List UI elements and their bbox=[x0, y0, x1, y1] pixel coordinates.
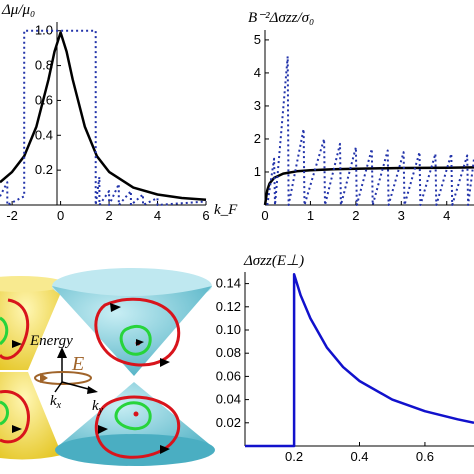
x-tick-label: 2 bbox=[352, 208, 359, 223]
x-tick-label: 2 bbox=[105, 208, 112, 223]
y-tick-label: 1 bbox=[254, 164, 261, 179]
y-tick-label: 2 bbox=[254, 131, 261, 146]
y-tick-label: 0.8 bbox=[35, 58, 53, 73]
y-tick-label: 0.2 bbox=[35, 162, 53, 177]
panel-d-x-ticks: 0.2 0.4 0.6 bbox=[285, 442, 434, 464]
left-upper-rim bbox=[0, 276, 66, 292]
x-tick-label: 1 bbox=[307, 208, 314, 223]
panel-d: 0.2 0.4 0.6 0.02 0.04 0.06 0.08 0.10 0.12 0.14 Δ… bbox=[216, 253, 474, 464]
lower-red-orbit bbox=[94, 395, 181, 459]
panel-b: 0 1 2 3 4 1 2 3 4 5 B⁻²Δσzz/σ₀ bbox=[248, 10, 474, 223]
x-tick-label: 0.4 bbox=[350, 449, 368, 464]
y-tick-label: 3 bbox=[254, 98, 261, 113]
panel-d-y-ticks: 0.02 0.04 0.06 0.08 0.10 0.12 0.14 bbox=[216, 276, 249, 430]
x-tick-label: 6 bbox=[202, 208, 209, 223]
x-tick-label: 4 bbox=[443, 208, 450, 223]
y-tick-label: 4 bbox=[254, 65, 261, 80]
dotted-series-line bbox=[266, 55, 474, 206]
panel-c: Energy E kx ky bbox=[0, 268, 215, 466]
solid-series-line bbox=[0, 31, 207, 202]
orbit-arrow-icon-2 bbox=[160, 358, 170, 367]
orbit-arrow-icon-5 bbox=[136, 339, 144, 346]
y-tick-label: 0.04 bbox=[216, 392, 241, 407]
panel-d-y-label: Δσzz(E⊥) bbox=[243, 253, 304, 269]
left-red-orbit-bottom bbox=[0, 390, 30, 444]
y-tick-label: 0.06 bbox=[216, 368, 241, 383]
y-tick-label: 5 bbox=[254, 32, 261, 47]
panel-a-x-label: k_F bbox=[214, 202, 238, 218]
lower-dot bbox=[133, 411, 139, 417]
panel-b-y-label: B⁻²Δσzz/σ₀ bbox=[248, 10, 314, 26]
left-upper-cone bbox=[0, 283, 65, 370]
field-ring-arrow-icon bbox=[40, 373, 48, 383]
y-tick-label: 1.0 bbox=[35, 23, 53, 38]
left-lower-cone bbox=[0, 372, 62, 460]
orbit-arrow-icon-4 bbox=[160, 445, 170, 454]
solid-series-line bbox=[263, 166, 474, 206]
left-arrow-icon-2 bbox=[12, 425, 22, 433]
y-tick-label: 0.02 bbox=[216, 415, 241, 430]
x-tick-label: 3 bbox=[398, 208, 405, 223]
dotted-series-line bbox=[0, 29, 207, 206]
y-tick-label: 0.10 bbox=[216, 322, 241, 337]
left-green-orbit-top bbox=[0, 316, 9, 346]
panel-d-series bbox=[245, 273, 474, 448]
solid-series-line bbox=[245, 273, 474, 448]
panel-a-x-ticks: -2 0 2 4 6 bbox=[6, 201, 210, 223]
x-tick-label: 0 bbox=[57, 208, 64, 223]
y-tick-label: 0.14 bbox=[216, 276, 241, 291]
energy-arrow-icon bbox=[57, 347, 67, 358]
panel-a-series bbox=[0, 29, 207, 206]
y-tick-label: 0.12 bbox=[216, 299, 241, 314]
x-tick-label: -2 bbox=[6, 208, 18, 223]
orbit-arrow-icon-3 bbox=[98, 425, 108, 434]
energy-label: Energy bbox=[29, 333, 73, 349]
lower-cone-rim bbox=[55, 434, 215, 466]
y-tick-label: 0.4 bbox=[35, 127, 53, 142]
upper-green-orbit bbox=[119, 325, 152, 356]
upper-cone bbox=[52, 286, 212, 376]
panel-b-series bbox=[263, 55, 474, 206]
ky-axis bbox=[61, 381, 93, 391]
left-arrow-icon bbox=[12, 340, 22, 348]
orbit-arrow-icon-1 bbox=[110, 303, 121, 312]
x-tick-label: 0.6 bbox=[416, 449, 434, 464]
panel-a-y-label: Δμ/μ₀ bbox=[1, 2, 35, 18]
kx-label: kx bbox=[50, 393, 62, 411]
ky-arrow-icon bbox=[87, 386, 98, 394]
x-tick-label: 0.2 bbox=[285, 449, 303, 464]
left-red-orbit-top bbox=[0, 298, 30, 360]
x-tick-label: 4 bbox=[154, 208, 161, 223]
kx-axis bbox=[54, 381, 63, 393]
left-green-orbit-bottom bbox=[0, 400, 9, 426]
ky-label: ky bbox=[92, 398, 104, 416]
panel-a: -2 0 2 4 6 0.20.40.60.81.0 Δμ/μ₀ k_F bbox=[0, 2, 238, 223]
x-tick-label: 0 bbox=[261, 208, 268, 223]
panel-b-y-ticks: 1 2 3 4 5 bbox=[254, 32, 269, 179]
lower-green-orbit bbox=[114, 401, 152, 431]
y-tick-label: 0.08 bbox=[216, 345, 241, 360]
upper-red-orbit bbox=[94, 297, 181, 367]
field-ring bbox=[34, 371, 92, 385]
field-label: E bbox=[71, 353, 84, 375]
